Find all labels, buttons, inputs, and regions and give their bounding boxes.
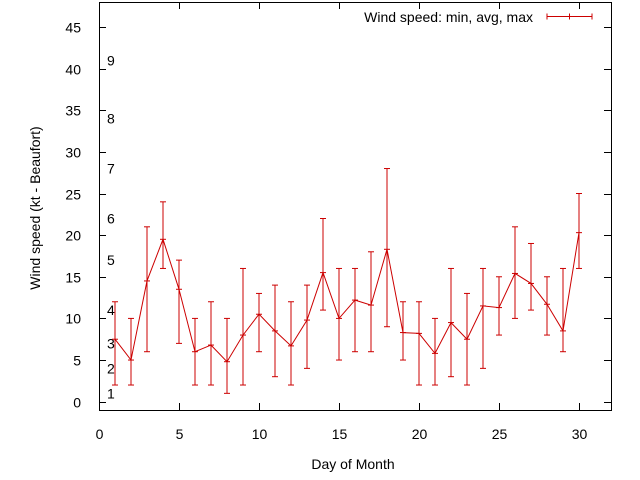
y-tick-label: 5 [73,353,81,369]
y-tick-label: 45 [65,20,81,36]
x-tick-label: 15 [332,426,348,442]
legend-sample-errorbar [546,13,593,20]
y-tick-label: 30 [65,145,81,161]
plot-border [99,2,612,411]
beaufort-label: 5 [107,252,115,268]
avg-line [114,232,580,363]
beaufort-label: 2 [107,360,115,376]
y-tick-label: 35 [65,103,81,119]
y-tick-label: 0 [73,395,81,411]
plot-frame [99,2,612,411]
wind-speed-series [112,168,582,394]
x-axis-label: Day of Month [311,456,394,472]
x-tick-label: 10 [252,426,268,442]
y-tick-label: 15 [65,270,81,286]
x-tick-label: 25 [492,426,508,442]
beaufort-scale-labels: 1 2 3 4 5 6 7 8 9 [107,52,115,401]
beaufort-label: 8 [107,111,115,127]
x-tick-label: 5 [176,426,184,442]
legend: Wind speed: min, avg, max [364,9,593,25]
beaufort-label: 6 [107,210,115,226]
beaufort-label: 9 [107,52,115,68]
y-tick-label: 40 [65,62,81,78]
y-axis-label: Wind speed (kt - Beaufort) [27,126,43,289]
y-tick-label: 10 [65,311,81,327]
y-tick-label: 25 [65,187,81,203]
x-axis-ticks: 0 5 10 15 20 25 30 [96,2,588,442]
x-tick-label: 0 [96,426,104,442]
x-tick-label: 30 [572,426,588,442]
beaufort-label: 1 [107,385,115,401]
y-tick-label: 20 [65,228,81,244]
beaufort-label: 3 [107,335,115,351]
beaufort-label: 7 [107,161,115,177]
x-tick-label: 20 [412,426,428,442]
legend-label: Wind speed: min, avg, max [364,9,533,25]
beaufort-label: 4 [107,302,115,318]
